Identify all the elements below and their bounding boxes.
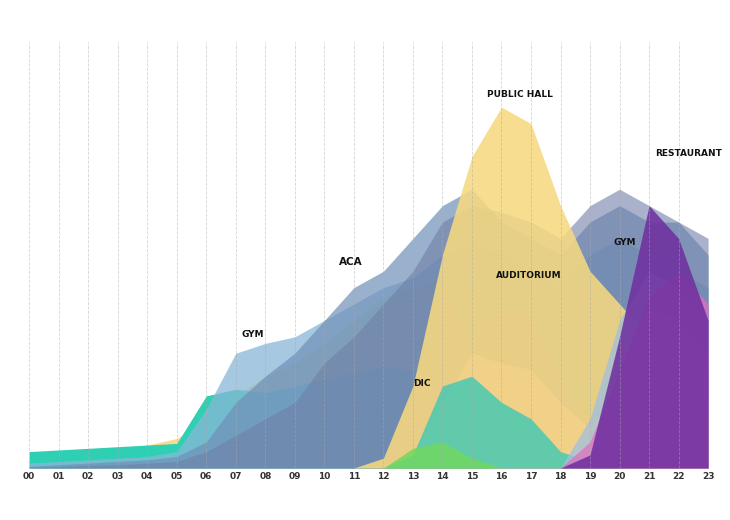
Text: GYM: GYM (242, 330, 264, 339)
Text: GYM: GYM (614, 238, 636, 247)
Text: AUDITORIUM: AUDITORIUM (496, 271, 561, 280)
Text: ACA: ACA (339, 257, 363, 267)
Text: PUBLIC HALL: PUBLIC HALL (487, 90, 553, 99)
Text: DIC: DIC (413, 379, 431, 388)
Text: RESTAURANT: RESTAURANT (655, 149, 722, 159)
